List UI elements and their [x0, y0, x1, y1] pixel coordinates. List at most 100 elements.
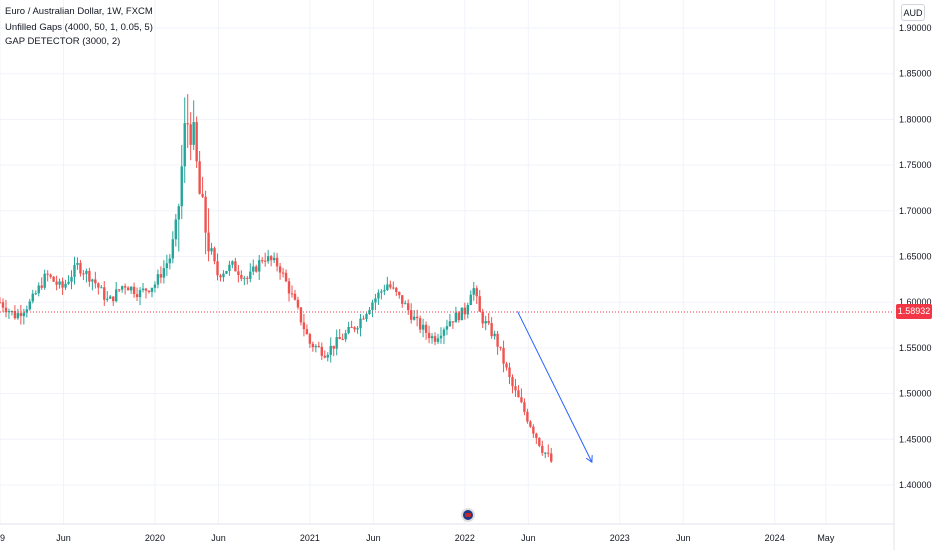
candle-body [409, 310, 413, 320]
candle-body [499, 346, 502, 348]
candle-body [341, 339, 344, 341]
candle-body [377, 292, 380, 299]
candle-body [329, 345, 332, 355]
candle-body [448, 321, 452, 327]
candle-body [192, 122, 195, 145]
candle-body [445, 326, 449, 330]
candle-body [49, 274, 52, 277]
candle-body [204, 196, 207, 233]
candle-body [442, 329, 446, 336]
candles-layer [0, 94, 553, 463]
candle-body [404, 303, 407, 305]
candle-body [436, 338, 440, 342]
candle-body [359, 318, 362, 329]
candle-body [320, 346, 323, 356]
candle-body [225, 271, 228, 274]
candle-body [427, 332, 431, 339]
y-tick-label: 1.55000 [899, 343, 932, 353]
candle-body [222, 273, 225, 278]
candle-body [520, 397, 523, 403]
last-price-tag: 1.58932 [896, 304, 932, 319]
candle-body [305, 329, 309, 335]
candle-body [132, 286, 136, 295]
x-tick-label: 2021 [300, 533, 320, 543]
candle-body [0, 302, 2, 304]
symbol-title[interactable]: Euro / Australian Dollar, 1W, FXCM [5, 6, 153, 17]
x-tick-label: Jun [211, 533, 226, 543]
candle-body [395, 287, 398, 292]
candle-body [123, 286, 127, 288]
candle-body [293, 293, 297, 300]
candle-body [460, 307, 464, 321]
candle-body [290, 293, 294, 295]
candle-body [88, 270, 91, 282]
candle-body [73, 264, 76, 277]
candle-body [79, 262, 82, 274]
candle-body [138, 290, 142, 298]
candle-body [472, 288, 475, 295]
candle-body [112, 296, 115, 302]
y-tick-label: 1.90000 [899, 23, 932, 33]
candle-body [380, 291, 383, 293]
candle-body [171, 239, 175, 259]
candle-body [332, 345, 335, 349]
candle-body [347, 326, 350, 334]
candle-body [117, 289, 121, 291]
candle-body [496, 333, 499, 347]
candle-body [100, 287, 103, 289]
candle-body [275, 257, 279, 267]
x-tick-label: 19 [0, 533, 5, 543]
candle-body [34, 293, 37, 295]
candle-body [201, 193, 204, 197]
candle-body [356, 328, 359, 330]
candle-body [109, 296, 112, 299]
candle-body [490, 323, 493, 337]
candle-body [401, 295, 404, 304]
candle-body [243, 277, 246, 279]
candle-body [219, 275, 222, 278]
candle-body [64, 283, 67, 288]
currency-badge[interactable]: AUD [901, 4, 925, 21]
candle-body [451, 321, 455, 323]
candle-body [424, 324, 428, 333]
candle-body [25, 309, 29, 313]
candle-body [350, 326, 353, 328]
candle-body [55, 281, 58, 285]
candle-body [475, 288, 478, 297]
candle-body [314, 346, 318, 348]
x-tick-label: Jun [676, 533, 691, 543]
candle-body [159, 274, 163, 278]
candle-body [374, 298, 377, 303]
candle-body [147, 290, 151, 293]
candle-body [10, 311, 14, 313]
candle-body [52, 276, 55, 282]
indicator-gap-detector[interactable]: GAP DETECTOR (3000, 2) [5, 36, 121, 47]
candle-body [269, 256, 273, 261]
candle-body [311, 343, 315, 348]
x-tick-label: 2020 [145, 533, 165, 543]
candle-body [120, 286, 124, 290]
candle-body [126, 287, 130, 291]
candle-body [249, 271, 252, 279]
candle-body [362, 318, 365, 320]
overlay-layer [0, 311, 894, 464]
event-flag-icon[interactable] [461, 508, 475, 522]
x-tick-label: Jun [56, 533, 71, 543]
candle-body [255, 266, 258, 272]
candle-body [189, 124, 192, 145]
candle-body [180, 166, 183, 207]
candle-body [213, 248, 216, 262]
candle-body [141, 288, 145, 291]
candle-body [353, 327, 356, 330]
candle-body [43, 273, 46, 288]
indicator-unfilled-gaps[interactable]: Unfilled Gaps (4000, 50, 1, 0.05, 5) [5, 22, 153, 33]
candle-body [156, 274, 160, 285]
y-tick-label: 1.75000 [899, 160, 932, 170]
candle-body [541, 445, 544, 453]
x-tick-label: May [817, 533, 835, 543]
candle-body [344, 333, 347, 340]
candle-body [505, 363, 508, 368]
x-tick-label: 2023 [610, 533, 630, 543]
